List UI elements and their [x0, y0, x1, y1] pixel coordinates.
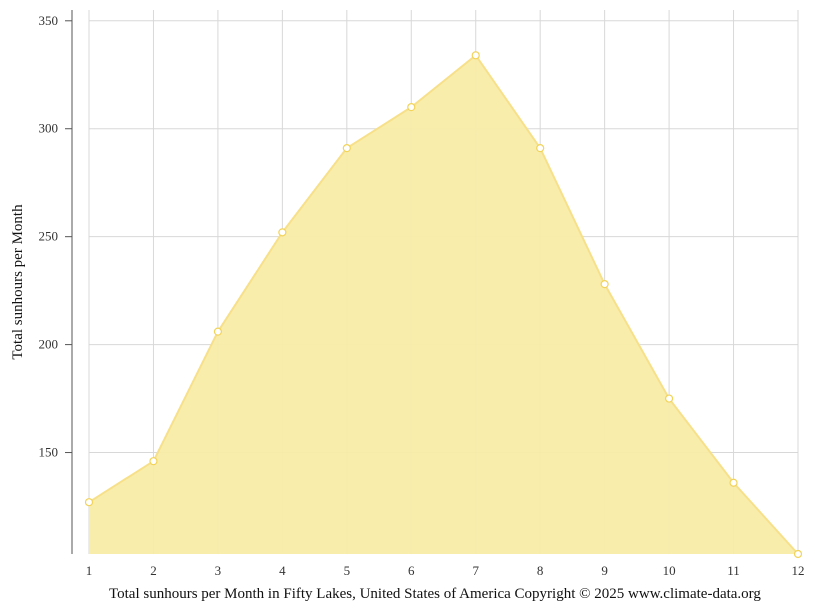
y-tick-labels: 150 200 250 300 350	[39, 13, 59, 460]
chart-caption: Total sunhours per Month in Fifty Lakes,…	[109, 586, 761, 602]
area-series-line	[88, 53, 799, 555]
area-series-fill	[89, 55, 798, 554]
y-tick-label: 350	[39, 13, 59, 28]
x-tick-label: 12	[792, 563, 805, 578]
data-point	[664, 394, 674, 403]
data-point	[149, 457, 158, 466]
y-tick-label: 300	[39, 121, 59, 136]
x-tick-label: 1	[86, 563, 93, 578]
data-point	[213, 327, 223, 336]
y-tick-label: 150	[39, 445, 59, 460]
data-point	[407, 103, 416, 112]
x-tick-label: 2	[150, 563, 157, 578]
data-point	[471, 51, 480, 60]
data-point	[600, 280, 609, 289]
x-tick-label: 7	[472, 563, 479, 578]
data-point	[793, 549, 803, 559]
x-tick-label: 4	[279, 563, 286, 578]
x-tick-label: 6	[408, 563, 415, 578]
data-point	[278, 228, 287, 237]
x-tick-label: 9	[601, 563, 608, 578]
x-tick-label: 8	[537, 563, 544, 578]
data-point	[536, 144, 545, 153]
x-tick-labels: 1 2 3 4 5 6 7 8 9 10 11 12	[86, 563, 805, 578]
data-point	[84, 498, 94, 507]
x-tick-label: 3	[215, 563, 222, 578]
y-tick-label: 200	[39, 337, 59, 352]
y-tick-marks	[65, 20, 72, 454]
x-tick-label: 5	[344, 563, 351, 578]
y-tick-label: 250	[39, 229, 59, 244]
x-tick-label: 11	[727, 563, 740, 578]
data-point	[729, 478, 738, 487]
x-tick-label: 10	[663, 563, 676, 578]
data-point	[342, 144, 351, 153]
y-axis-title: Total sunhours per Month	[10, 204, 26, 360]
data-points	[84, 51, 803, 559]
